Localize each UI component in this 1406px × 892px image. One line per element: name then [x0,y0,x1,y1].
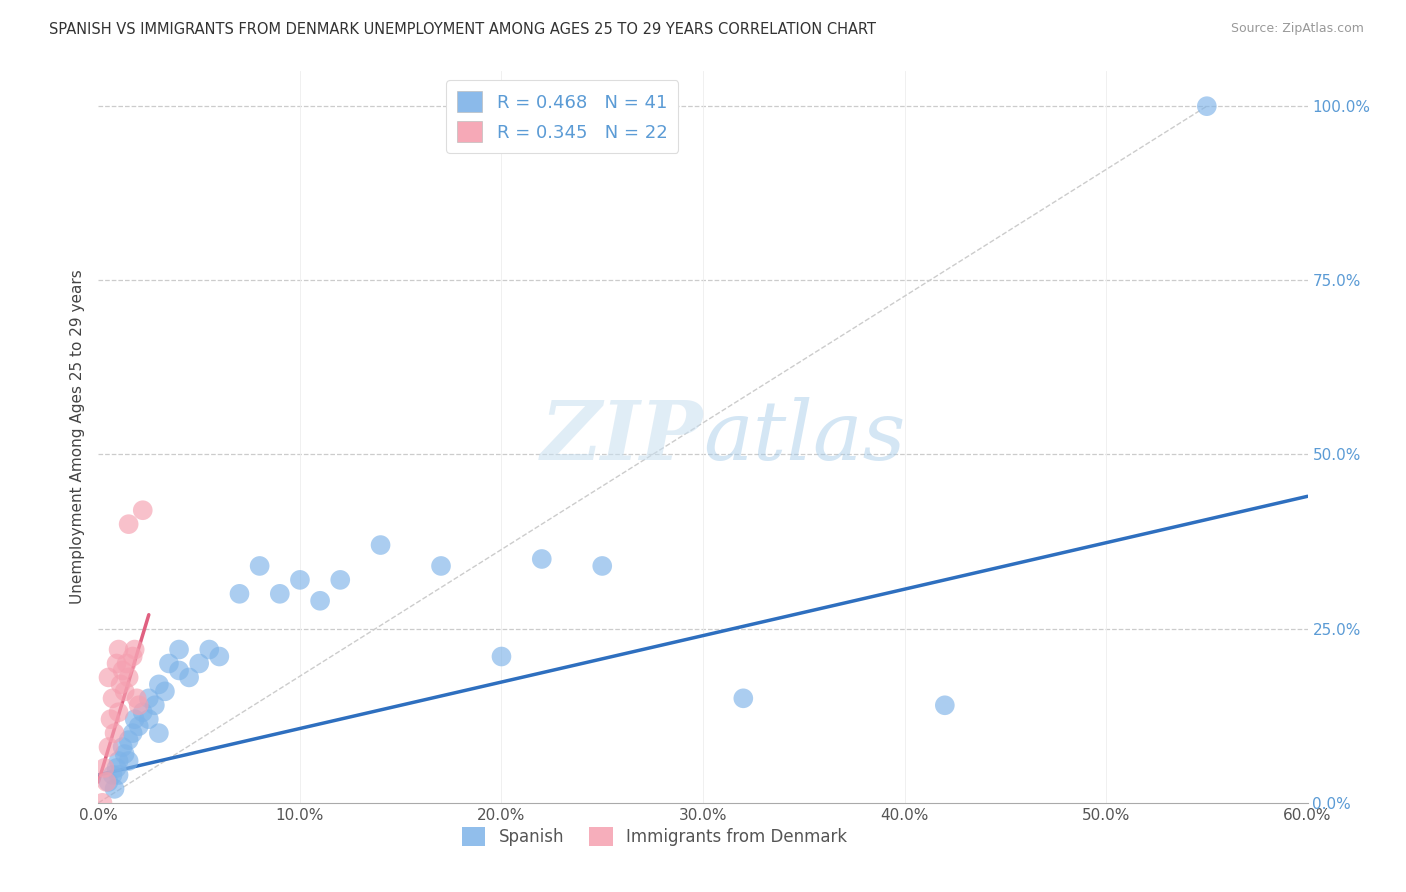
Point [101,691,124,706]
Point [114,684,136,698]
Point [228,587,250,601]
Point [118,754,141,768]
Point [138,691,160,706]
Point [148,726,170,740]
Point [430,558,453,573]
Point [132,503,155,517]
Point [114,747,136,761]
Point [103,726,125,740]
Point [269,587,291,601]
Point [167,664,190,678]
Point [107,642,129,657]
Point [111,664,134,678]
Point [105,657,128,671]
Point [103,781,125,796]
Point [198,642,221,657]
Point [132,705,155,719]
Point [148,677,170,691]
Point [167,642,190,657]
Point [118,733,141,747]
Point [249,558,271,573]
Point [153,684,176,698]
Point [121,726,143,740]
Point [100,712,122,726]
Point [188,657,211,671]
Point [591,558,613,573]
Y-axis label: Unemployment Among Ages 25 to 29 years: Unemployment Among Ages 25 to 29 years [69,269,84,605]
Point [101,768,124,782]
Point [934,698,956,713]
Point [105,761,128,775]
Point [107,768,129,782]
Point [309,594,332,608]
Point [128,698,150,713]
Point [118,670,141,684]
Point [97,670,120,684]
Text: Source: ZipAtlas.com: Source: ZipAtlas.com [1230,22,1364,36]
Point [1195,99,1218,113]
Point [124,712,146,726]
Point [111,740,134,755]
Point [97,740,120,755]
Text: SPANISH VS IMMIGRANTS FROM DENMARK UNEMPLOYMENT AMONG AGES 25 TO 29 YEARS CORREL: SPANISH VS IMMIGRANTS FROM DENMARK UNEMP… [49,22,876,37]
Point [491,649,513,664]
Point [128,719,150,733]
Point [208,649,231,664]
Text: ZIP: ZIP [540,397,703,477]
Legend: Spanish, Immigrants from Denmark: Spanish, Immigrants from Denmark [456,821,853,853]
Point [329,573,352,587]
Point [107,705,129,719]
Point [110,677,132,691]
Point [143,698,166,713]
Point [370,538,392,552]
Point [97,775,120,789]
Point [91,796,114,810]
Point [179,670,201,684]
Point [530,552,553,566]
Point [107,754,129,768]
Point [118,517,141,532]
Point [125,691,148,706]
Text: atlas: atlas [703,397,905,477]
Point [157,657,180,671]
Point [121,649,143,664]
Point [138,712,160,726]
Point [93,761,115,775]
Point [96,775,118,789]
Point [733,691,755,706]
Point [288,573,311,587]
Point [124,642,146,657]
Point [115,657,138,671]
